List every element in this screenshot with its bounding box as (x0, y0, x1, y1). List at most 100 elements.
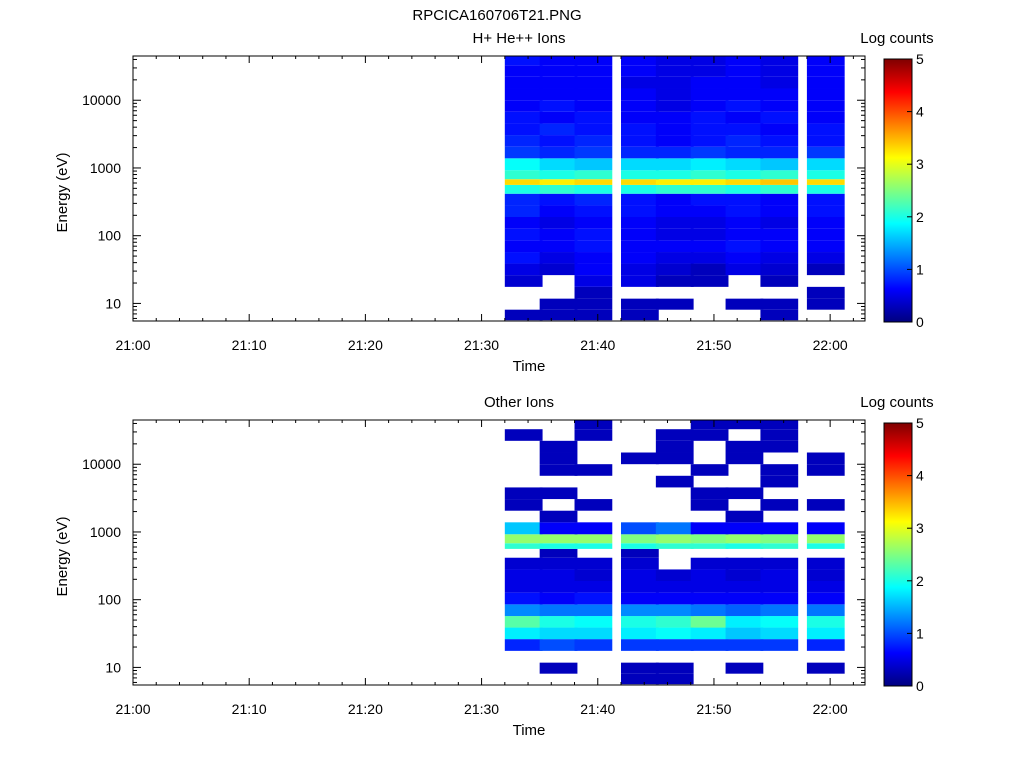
heatmap-cell (725, 487, 764, 500)
colorbar-tick-label: 2 (916, 573, 924, 589)
heatmap-cell (655, 216, 694, 229)
heatmap-cell (574, 639, 613, 651)
heatmap-cell (504, 580, 543, 593)
heatmap-cell (574, 170, 613, 180)
heatmap-cell (655, 100, 694, 112)
heatmap-cell (690, 179, 729, 185)
heatmap-cell (621, 592, 659, 605)
heatmap-cell (690, 216, 729, 229)
heatmap-cell (725, 228, 764, 241)
heatmap-cell (690, 205, 729, 217)
heatmap-cell (621, 65, 659, 77)
heatmap-cell (574, 557, 613, 570)
heatmap-cell (504, 65, 543, 77)
heatmap-cell (574, 252, 613, 264)
heatmap-cell (504, 627, 543, 640)
heatmap-cell (806, 158, 845, 171)
heatmap-cell (760, 228, 799, 241)
heatmap-cell (690, 580, 729, 593)
heatmap-cell (539, 309, 578, 321)
heatmap-cell (725, 252, 764, 264)
heatmap-cell (574, 604, 613, 617)
heatmap-cell (539, 193, 578, 206)
heatmap-cell (725, 420, 764, 430)
heatmap-cell (725, 146, 764, 159)
heatmap-cell (760, 557, 799, 570)
heatmap-cell (655, 240, 694, 253)
heatmap-cell (806, 499, 845, 511)
heatmap-cell (621, 298, 659, 310)
heatmap-cell (539, 604, 578, 617)
colorbar-tick-label: 4 (916, 104, 924, 120)
heatmap-cell (806, 100, 845, 112)
heatmap-cell (690, 522, 729, 535)
heatmap-cell (504, 569, 543, 581)
heatmap-cell (539, 580, 578, 593)
heatmap-cell (690, 499, 729, 511)
heatmap-cell (655, 569, 694, 581)
heatmap-cell (760, 522, 799, 535)
heatmap-cell (539, 487, 578, 500)
heatmap-cell (574, 216, 613, 229)
panel-h-he-ions: H+ He++ Ions Time Energy (eV) 21:00 21:10 21:… (54, 30, 934, 375)
heatmap-cell (655, 580, 694, 593)
heatmap-cell (655, 205, 694, 217)
heatmap-cell (655, 522, 694, 535)
heatmap-cell (504, 228, 543, 241)
heatmap-cell (725, 592, 764, 605)
heatmap-cell (760, 170, 799, 180)
heatmap-cell (621, 452, 659, 465)
heatmap-cell (539, 170, 578, 180)
heatmap-cell (725, 170, 764, 180)
heatmap-cell (806, 252, 845, 264)
heatmap-cell (806, 170, 845, 180)
colorbar-tick-label: 1 (916, 261, 924, 277)
heatmap-cell (574, 146, 613, 159)
heatmap-cell (725, 158, 764, 171)
heatmap-cell (725, 543, 764, 549)
heatmap-cell (806, 639, 845, 651)
heatmap-cell (621, 662, 659, 674)
heatmap-cell (504, 557, 543, 570)
heatmap-cell (760, 240, 799, 253)
heatmap-cell (725, 452, 764, 465)
heatmap-cell (539, 123, 578, 136)
heatmap-cell (806, 522, 845, 535)
heatmap-cell (760, 464, 799, 476)
heatmap-cell (690, 240, 729, 253)
heatmap-cell (690, 170, 729, 180)
heatmap-cell (690, 592, 729, 605)
x-tick-label: 21:30 (464, 701, 499, 717)
y-tick-label: 10 (105, 295, 121, 311)
heatmap-cell (574, 569, 613, 581)
heatmap-cell (760, 627, 799, 640)
heatmap-cell (539, 263, 578, 276)
heatmap-cell (621, 627, 659, 640)
heatmap-cell (655, 263, 694, 276)
colorbar (883, 422, 913, 687)
heatmap-cell (760, 88, 799, 101)
heatmap-cell (806, 193, 845, 206)
heatmap-cell (655, 228, 694, 241)
heatmap-cell (621, 569, 659, 581)
heatmap-cell (621, 179, 659, 185)
heatmap-cell (760, 111, 799, 124)
colorbar-tick-label: 5 (916, 51, 924, 67)
y-tick-label: 100 (98, 592, 122, 608)
heatmap-cell (655, 534, 694, 544)
heatmap-cell (539, 135, 578, 147)
heatmap-cell (574, 135, 613, 147)
figure-title: RPCICA160706T21.PNG (412, 7, 581, 24)
heatmap-cell (690, 228, 729, 241)
heatmap-cell (574, 158, 613, 171)
x-tick-label: 21:40 (580, 701, 615, 717)
heatmap-cell (690, 88, 729, 101)
heatmap-cell (539, 111, 578, 124)
heatmap-cell (806, 557, 845, 570)
panel-other-ions: Other Ions Time Energy (eV) 21:00 21:10 21:20… (54, 394, 934, 739)
heatmap-cell (806, 662, 845, 674)
heatmap-cell (574, 179, 613, 185)
heatmap-cell (655, 88, 694, 101)
panel-title: H+ He++ Ions (473, 30, 566, 47)
heatmap-cell (760, 475, 799, 488)
